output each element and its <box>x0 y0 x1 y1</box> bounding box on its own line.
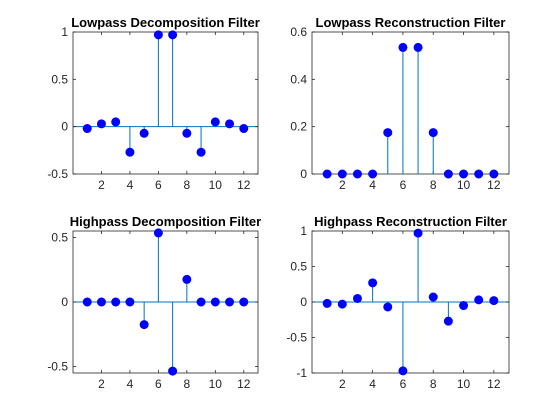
y-tick-label: 1 <box>61 25 68 39</box>
x-tick-label: 12 <box>487 377 501 391</box>
y-tick-label: 1 <box>300 224 307 238</box>
y-tick-label: 0.5 <box>290 260 307 274</box>
stem-marker <box>139 320 149 330</box>
x-tick-label: 4 <box>127 178 134 192</box>
x-tick-label: 12 <box>237 178 251 192</box>
subplot-lowpass-reconstruction: Lowpass Reconstruction Filter 2 4 6 8 10 12 0 0.… <box>290 15 510 192</box>
stem-marker <box>225 119 235 129</box>
stem-marker <box>210 117 220 127</box>
x-tick-label: 4 <box>369 377 376 391</box>
x-tick-label: 4 <box>369 178 376 192</box>
chart-title: Highpass Reconstruction Filter <box>314 214 507 229</box>
chart-title: Lowpass Reconstruction Filter <box>316 15 506 30</box>
x-tick-label: 6 <box>155 377 162 391</box>
stem-marker <box>239 297 249 307</box>
stem-marker <box>322 169 332 179</box>
stem-marker <box>428 292 438 302</box>
stem-marker <box>352 169 362 179</box>
stem-marker <box>428 128 438 138</box>
x-tick-label: 12 <box>237 377 251 391</box>
stem-marker <box>398 366 408 376</box>
x-tick-label: 8 <box>430 178 437 192</box>
stem-marker <box>168 30 178 40</box>
stem-marker <box>111 297 121 307</box>
stem-marker <box>196 147 206 157</box>
y-tick-label: -0.5 <box>47 167 68 181</box>
stem-marker <box>182 128 192 138</box>
stem-marker <box>368 278 378 288</box>
stem-marker <box>413 228 423 238</box>
y-tick-label: 0 <box>61 295 68 309</box>
stem-marker <box>125 297 135 307</box>
x-tick-label: 10 <box>457 377 471 391</box>
stem-marker <box>96 297 106 307</box>
axes-box <box>72 31 259 175</box>
stem-marker <box>196 297 206 307</box>
stem-marker <box>337 299 347 309</box>
stem-marker <box>153 30 163 40</box>
x-tick-label: 8 <box>430 377 437 391</box>
y-tick-label: -0.5 <box>286 331 307 345</box>
stem-marker <box>489 296 499 306</box>
stem-marker <box>82 124 92 134</box>
stem-marker <box>139 128 149 138</box>
chart-title: Lowpass Decomposition Filter <box>71 15 260 30</box>
stem-marker <box>225 297 235 307</box>
y-tick-label: 0.5 <box>51 230 68 244</box>
x-tick-label: 8 <box>184 377 191 391</box>
y-tick-label: 0.4 <box>290 72 307 86</box>
stem-marker <box>413 42 423 52</box>
stem-marker <box>125 147 135 157</box>
y-tick-label: 0.2 <box>290 120 307 134</box>
x-tick-label: 10 <box>209 377 223 391</box>
stem-marker <box>368 169 378 179</box>
y-tick-label: 0.5 <box>51 72 68 86</box>
y-tick-label: -1 <box>296 366 307 380</box>
subplot-highpass-decomposition: Highpass Decomposition Filter 2 4 6 8 10 12 -0.… <box>47 214 261 391</box>
x-tick-label: 6 <box>400 377 407 391</box>
stem-marker <box>443 169 453 179</box>
x-tick-label: 10 <box>457 178 471 192</box>
stem-marker <box>383 128 393 138</box>
stem-marker <box>111 117 121 127</box>
stem-marker <box>489 169 499 179</box>
x-tick-label: 2 <box>98 178 105 192</box>
y-tick-label: 0 <box>61 120 68 134</box>
stem-marker <box>96 119 106 129</box>
x-tick-label: 6 <box>400 178 407 192</box>
y-tick-label: 0 <box>300 167 307 181</box>
stem-marker <box>383 302 393 312</box>
stem-marker <box>337 169 347 179</box>
stem-marker <box>322 298 332 308</box>
stem-marker <box>352 293 362 303</box>
y-tick-label: 0.6 <box>290 25 307 39</box>
stem-marker <box>82 297 92 307</box>
x-tick-label: 8 <box>184 178 191 192</box>
stem-marker <box>443 316 453 326</box>
x-tick-label: 2 <box>339 377 346 391</box>
stem-marker <box>459 301 469 311</box>
stem-marker <box>153 228 163 238</box>
x-tick-label: 4 <box>127 377 134 391</box>
chart-title: Highpass Decomposition Filter <box>70 214 261 229</box>
x-tick-label: 12 <box>487 178 501 192</box>
y-tick-label: -0.5 <box>47 360 68 374</box>
stem-marker <box>168 366 178 376</box>
y-tick-label: 0 <box>300 295 307 309</box>
x-tick-label: 2 <box>339 178 346 192</box>
stem-marker <box>398 42 408 52</box>
stem-marker <box>474 295 484 305</box>
x-tick-label: 6 <box>155 178 162 192</box>
axes-box <box>311 31 510 175</box>
stem-marker <box>182 274 192 284</box>
stem-marker <box>459 169 469 179</box>
x-tick-label: 2 <box>98 377 105 391</box>
stem-marker <box>210 297 220 307</box>
stem-marker <box>474 169 484 179</box>
stem-marker <box>239 124 249 134</box>
x-tick-label: 10 <box>209 178 223 192</box>
